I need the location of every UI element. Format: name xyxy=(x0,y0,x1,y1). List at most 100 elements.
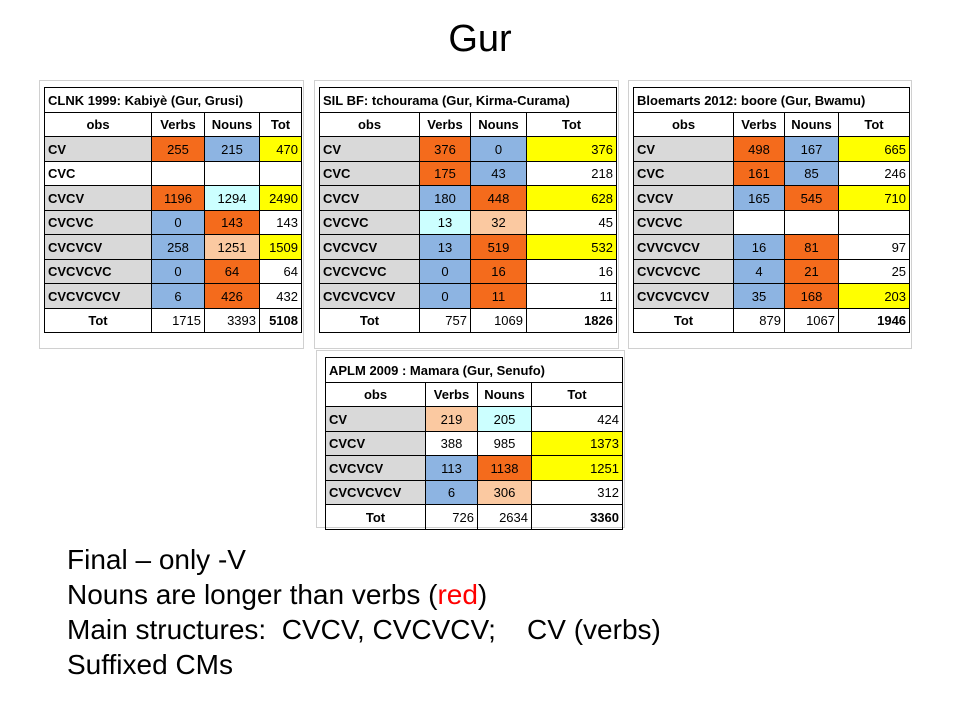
red-word: red xyxy=(437,579,478,610)
column-header: Tot xyxy=(837,112,911,137)
table-row-total: Tot 757 1069 1826 xyxy=(319,308,617,333)
verbs-cell: 180 xyxy=(419,185,471,211)
table-row: CVCVCVCV 35 168 203 xyxy=(633,283,911,309)
nouns-cell: 167 xyxy=(784,136,839,162)
verbs-cell: 255 xyxy=(151,136,205,162)
total-cell: 2490 xyxy=(259,185,302,211)
nouns-cell: 205 xyxy=(477,406,532,432)
row-label: CVCVCVC xyxy=(633,259,734,284)
nouns-cell: 985 xyxy=(477,431,532,456)
verbs-cell: 376 xyxy=(419,136,471,162)
nouns-cell: 1069 xyxy=(470,308,527,333)
total-cell: 64 xyxy=(259,259,302,284)
table-row: CV 376 0 376 xyxy=(319,136,617,162)
row-label: CVCV xyxy=(319,185,420,211)
verbs-cell: 0 xyxy=(151,259,205,284)
nouns-cell: 215 xyxy=(204,136,260,162)
slide-title: Gur xyxy=(448,18,512,60)
table-row: CVC xyxy=(44,161,302,186)
nouns-cell: 1294 xyxy=(204,185,260,211)
row-label: CVCVCVC xyxy=(44,259,152,284)
table-boore: Bloemarts 2012: boore (Gur, Bwamu) obs V… xyxy=(628,80,912,349)
table-row-total: Tot 879 1067 1946 xyxy=(633,308,911,333)
column-header: Tot xyxy=(531,382,623,407)
summary-text: Final – only -V Nouns are longer than ve… xyxy=(67,542,947,682)
total-cell: 312 xyxy=(531,480,623,505)
row-label: Tot xyxy=(319,308,420,333)
summary-line-nouns-post: ) xyxy=(477,579,488,610)
column-header: Nouns xyxy=(470,112,527,137)
total-cell: 665 xyxy=(837,136,911,162)
row-label: CVC xyxy=(319,161,420,186)
table-title: CLNK 1999: Kabiyè (Gur, Grusi) xyxy=(44,87,302,113)
table-row-total: Tot 726 2634 3360 xyxy=(325,504,623,530)
total-cell: 1946 xyxy=(837,308,911,333)
table-title: APLM 2009 : Mamara (Gur, Senufo) xyxy=(325,357,623,383)
column-header: Verbs xyxy=(733,112,785,137)
summary-line-nouns: Nouns are longer than verbs (red) xyxy=(67,577,947,612)
table-title: Bloemarts 2012: boore (Gur, Bwamu) xyxy=(632,87,911,113)
verbs-cell: 258 xyxy=(151,234,205,260)
nouns-cell: 1138 xyxy=(477,455,532,481)
column-header: obs xyxy=(325,382,426,407)
verbs-cell: 6 xyxy=(151,283,205,309)
table-row: CVCVCVCV 6 306 312 xyxy=(325,480,623,505)
table-row: CV 219 205 424 xyxy=(325,406,623,432)
table-row: CVCV 1196 1294 2490 xyxy=(44,185,302,211)
total-cell: 1373 xyxy=(531,431,623,456)
total-cell: 424 xyxy=(531,406,623,432)
table-row: CVCVCV 13 519 532 xyxy=(319,234,617,260)
table-row: CV 498 167 665 xyxy=(633,136,911,162)
table-row: CVCVC 13 32 45 xyxy=(319,210,617,235)
verbs-cell: 0 xyxy=(151,210,205,235)
row-label: CV xyxy=(633,136,734,162)
column-header: Verbs xyxy=(419,112,471,137)
column-header: obs xyxy=(319,112,420,137)
verbs-cell xyxy=(151,161,205,186)
table-row: CVCVCVC 0 16 16 xyxy=(319,259,617,284)
row-label: Tot xyxy=(325,504,426,530)
column-header: Nouns xyxy=(204,112,260,137)
total-cell: 11 xyxy=(526,283,617,309)
nouns-cell: 81 xyxy=(784,234,839,260)
total-cell: 203 xyxy=(837,283,911,309)
column-header: obs xyxy=(633,112,734,137)
total-cell: 5108 xyxy=(259,308,302,333)
column-header: Tot xyxy=(526,112,617,137)
table-row: CVCVCV 113 1138 1251 xyxy=(325,455,623,481)
total-cell: 218 xyxy=(526,161,617,186)
summary-line-structures: Main structures: CVCV, CVCVCV; CV (verbs… xyxy=(67,614,661,645)
nouns-cell: 143 xyxy=(204,210,260,235)
verbs-cell: 161 xyxy=(733,161,785,186)
row-label: CVCVCVCV xyxy=(44,283,152,309)
table-row: CVCV 180 448 628 xyxy=(319,185,617,211)
verbs-cell: 16 xyxy=(733,234,785,260)
total-cell: 432 xyxy=(259,283,302,309)
total-cell: 470 xyxy=(259,136,302,162)
row-label: CVCVCVCV xyxy=(325,480,426,505)
column-header: Nouns xyxy=(784,112,839,137)
total-cell: 1826 xyxy=(526,308,617,333)
total-cell: 1509 xyxy=(259,234,302,260)
table-row: CVC 175 43 218 xyxy=(319,161,617,186)
nouns-cell: 85 xyxy=(784,161,839,186)
table-row: CVCVCVC 0 64 64 xyxy=(44,259,302,284)
total-cell: 97 xyxy=(837,234,911,260)
verbs-cell: 1196 xyxy=(151,185,205,211)
table-row: CVCVCV 258 1251 1509 xyxy=(44,234,302,260)
row-label: CVCV xyxy=(633,185,734,211)
verbs-cell: 35 xyxy=(733,283,785,309)
row-label: CVCVCV xyxy=(44,234,152,260)
nouns-cell: 21 xyxy=(784,259,839,284)
row-label: CVVCVCV xyxy=(633,234,734,260)
table-row: CVVCVCV 16 81 97 xyxy=(633,234,911,260)
total-cell: 628 xyxy=(526,185,617,211)
total-cell: 710 xyxy=(837,185,911,211)
table-row: CVCV 165 545 710 xyxy=(633,185,911,211)
verbs-cell: 13 xyxy=(419,234,471,260)
verbs-cell xyxy=(733,210,785,235)
total-cell xyxy=(837,210,911,235)
row-label: CVC xyxy=(44,161,152,186)
verbs-cell: 1715 xyxy=(151,308,205,333)
total-cell: 532 xyxy=(526,234,617,260)
